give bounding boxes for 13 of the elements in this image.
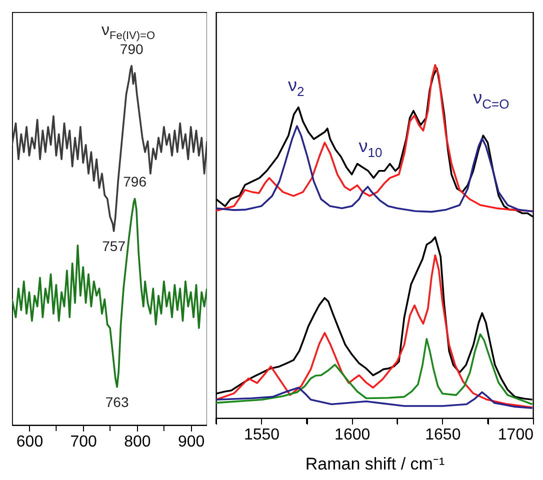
annotation: 763 [105,394,129,410]
annotation: 790 [120,40,144,57]
x-tick-label: 800 [124,434,151,450]
x-tick-label: 1700 [498,426,534,444]
annotation: 796 [123,174,147,190]
x-tick-label: 600 [16,434,44,450]
x-tick-label: 900 [178,434,205,450]
x-tick-label: 1550 [244,426,280,444]
x-tick-label: 700 [70,434,98,450]
x-tick-label: 1600 [334,426,370,444]
annotation: 757 [102,238,126,254]
x-axis-title: Raman shift / cm⁻¹ [305,454,445,474]
x-tick-label: 1650 [425,426,461,444]
